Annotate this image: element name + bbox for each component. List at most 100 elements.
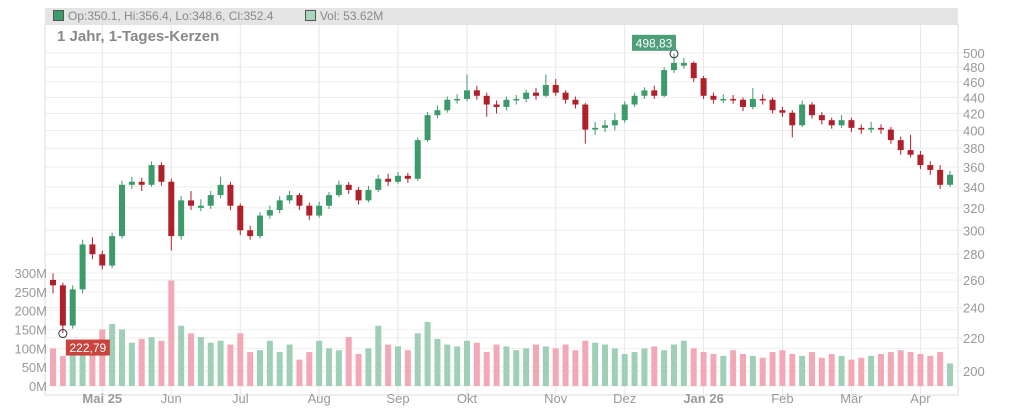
candle-body — [887, 129, 894, 141]
price-tick-label: 460 — [963, 75, 985, 90]
volume-bar — [828, 353, 835, 386]
volume-bar — [109, 323, 116, 386]
candle-body — [158, 165, 165, 182]
volume-bar — [158, 340, 165, 386]
volume-tick-label: 100M — [14, 341, 47, 356]
candle-body — [720, 98, 727, 101]
candle-body — [424, 115, 431, 141]
volume-bar — [454, 346, 461, 386]
volume-bar — [424, 321, 431, 386]
candle-body — [651, 90, 658, 96]
candle-body — [730, 98, 737, 101]
x-tick-label: Jan 26 — [683, 391, 723, 406]
volume-bar — [257, 350, 263, 386]
chart-title: 1 Jahr, 1-Tages-Kerzen — [57, 28, 220, 45]
candle-body — [178, 200, 185, 237]
volume-bar — [680, 340, 687, 386]
candle-body — [740, 99, 746, 107]
volume-bar — [858, 357, 865, 386]
candle-body — [306, 205, 313, 216]
price-tick-label: 240 — [963, 301, 985, 316]
candle-body — [483, 95, 490, 105]
volume-bar — [878, 353, 884, 386]
candle-body — [444, 99, 451, 111]
price-tick-label: 280 — [963, 247, 985, 262]
candle-body — [493, 104, 500, 107]
candle-body — [50, 279, 56, 286]
candle-body — [641, 90, 648, 96]
volume-bar — [266, 340, 273, 386]
volume-bar — [533, 344, 539, 386]
volume-bar — [148, 337, 155, 386]
candle-body — [917, 154, 924, 166]
volume-bar — [513, 350, 520, 386]
volume-bar — [276, 352, 283, 386]
candle-body — [513, 98, 520, 101]
volume-bar — [50, 348, 56, 386]
volume-value: Vol: 53.62M — [319, 9, 384, 23]
volume-bar — [237, 333, 244, 386]
min-value-badge — [65, 339, 110, 356]
candle-body — [69, 289, 76, 326]
candle-body — [148, 165, 155, 185]
price-tick-label: 380 — [963, 141, 985, 156]
volume-bar — [651, 346, 658, 386]
volume-bar — [730, 350, 737, 386]
candle-body — [365, 189, 372, 201]
volume-bar — [227, 344, 234, 386]
volume-bar — [562, 344, 569, 386]
candle-body — [257, 215, 263, 237]
candle-body — [454, 98, 461, 101]
volume-bar — [818, 357, 825, 386]
volume-bar — [168, 280, 175, 386]
volume-bar — [493, 344, 500, 386]
candle-body — [276, 200, 283, 211]
volume-bar — [247, 352, 254, 386]
volume-tick-label: 0M — [29, 379, 47, 394]
volume-bar — [316, 340, 323, 386]
candle-body — [582, 104, 589, 130]
volume-bar — [59, 355, 66, 386]
volume-bar — [749, 355, 756, 386]
volume-bar — [375, 325, 382, 386]
candle-body — [197, 205, 204, 208]
ohlc-swatch-icon — [53, 10, 64, 21]
candle-body — [789, 112, 796, 126]
candle-body — [473, 90, 480, 96]
volume-bar — [887, 352, 894, 386]
price-tick-label: 220 — [963, 331, 985, 346]
candle-body — [286, 195, 293, 201]
volume-bar — [89, 348, 96, 386]
volume-bar — [434, 338, 441, 386]
candle-body — [217, 184, 224, 196]
candle-body — [316, 205, 323, 216]
volume-bar — [582, 340, 589, 386]
volume-bar — [69, 344, 76, 386]
candle-body — [89, 244, 96, 255]
candle-body — [404, 175, 411, 179]
volume-bar — [473, 342, 480, 386]
candle-body — [109, 236, 116, 266]
min-marker-icon — [58, 329, 68, 339]
candle-body — [868, 127, 875, 130]
candle-body — [533, 92, 539, 96]
volume-bar — [720, 355, 727, 386]
volume-bar — [296, 359, 303, 386]
candle-body — [296, 195, 303, 206]
volume-bar — [178, 325, 185, 386]
volume-bar — [838, 355, 845, 386]
volume-bar — [197, 337, 204, 386]
candle-body — [79, 244, 86, 290]
candle-body — [602, 125, 608, 128]
candle-body — [375, 178, 382, 190]
price-tick-label: 320 — [963, 201, 985, 216]
volume-bar — [700, 352, 707, 386]
candle-body — [562, 92, 569, 100]
volume-bar — [641, 348, 648, 386]
volume-bar — [927, 355, 934, 386]
volume-bar — [99, 329, 106, 386]
candle-body — [503, 99, 510, 107]
volume-bar — [217, 340, 224, 386]
